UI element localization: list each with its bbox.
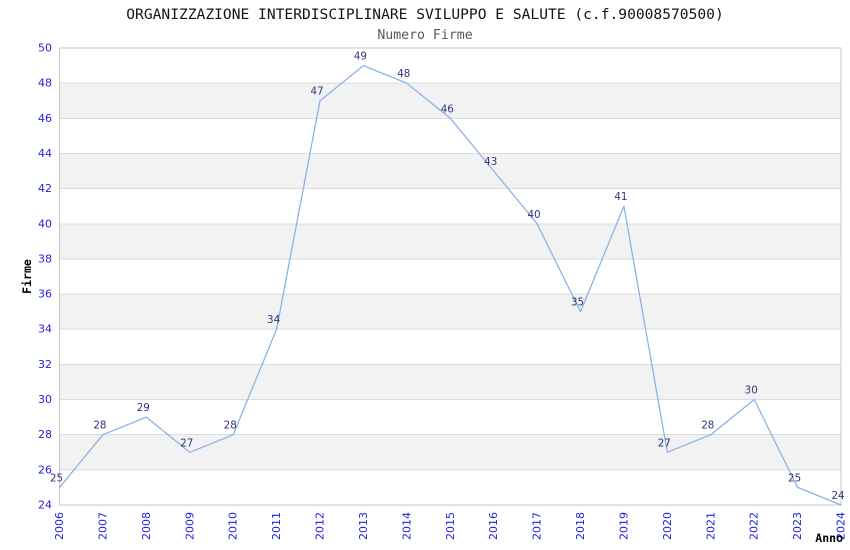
point-label: 28 (224, 420, 237, 432)
x-tick-label: 2006 (53, 512, 66, 540)
point-label: 28 (93, 420, 106, 432)
plot-band (59, 294, 841, 330)
point-label: 47 (310, 86, 323, 98)
x-tick-label: 2008 (140, 512, 153, 540)
point-label: 25 (50, 472, 63, 484)
y-tick-label: 32 (38, 358, 52, 371)
point-label: 40 (528, 209, 541, 221)
point-label: 43 (484, 156, 497, 168)
x-tick-label: 2007 (96, 512, 109, 540)
x-tick-label: 2020 (661, 512, 674, 540)
y-tick-label: 28 (38, 428, 52, 441)
point-label: 25 (788, 472, 801, 484)
point-label: 28 (701, 420, 714, 432)
y-tick-label: 50 (38, 42, 52, 55)
y-tick-label: 24 (38, 499, 52, 512)
y-tick-label: 46 (38, 112, 52, 125)
plot-band (59, 434, 841, 470)
y-tick-label: 34 (38, 323, 52, 336)
x-tick-label: 2023 (791, 512, 804, 540)
data-line (58, 64, 842, 506)
y-tick-label: 40 (38, 217, 52, 230)
point-label: 29 (137, 402, 150, 414)
x-tick-label: 2021 (704, 512, 717, 540)
y-tick-label: 44 (38, 147, 52, 160)
plot-band (59, 153, 841, 189)
x-axis-title: Anno (815, 531, 843, 545)
y-tick-label: 30 (38, 393, 52, 406)
point-label: 41 (614, 191, 627, 203)
plot-border (59, 47, 842, 506)
y-tick-label: 36 (38, 288, 52, 301)
point-label: 46 (441, 103, 454, 115)
y-tick-label: 26 (38, 463, 52, 476)
x-tick-label: 2013 (357, 512, 370, 540)
x-tick-label: 2024 (835, 512, 848, 540)
point-label: 27 (180, 437, 193, 449)
point-label: 48 (397, 68, 410, 80)
x-tick-label: 2014 (400, 512, 413, 540)
point-label: 35 (571, 297, 584, 309)
x-tick-label: 2015 (444, 512, 457, 540)
point-label: 24 (831, 490, 844, 502)
chart-title: ORGANIZZAZIONE INTERDISCIPLINARE SVILUPP… (126, 6, 724, 23)
point-label: 49 (354, 51, 367, 63)
plot-band (59, 364, 841, 400)
point-label: 34 (267, 314, 280, 326)
x-tick-label: 2010 (227, 512, 240, 540)
x-tick-label: 2022 (748, 512, 761, 540)
plot-band (59, 83, 841, 119)
y-axis-title: Firme (20, 259, 34, 294)
x-tick-label: 2011 (270, 512, 283, 540)
y-tick-label: 42 (38, 182, 52, 195)
plot-band (59, 223, 841, 259)
x-tick-label: 2018 (574, 512, 587, 540)
x-tick-label: 2012 (314, 512, 327, 540)
y-tick-label: 38 (38, 252, 52, 265)
x-tick-label: 2017 (531, 512, 544, 540)
x-tick-label: 2019 (617, 512, 630, 540)
point-label: 27 (658, 437, 671, 449)
chart-subtitle: Numero Firme (377, 28, 473, 43)
x-tick-label: 2009 (183, 512, 196, 540)
y-tick-label: 48 (38, 77, 52, 90)
point-label: 30 (745, 385, 758, 397)
x-tick-label: 2016 (487, 512, 500, 540)
